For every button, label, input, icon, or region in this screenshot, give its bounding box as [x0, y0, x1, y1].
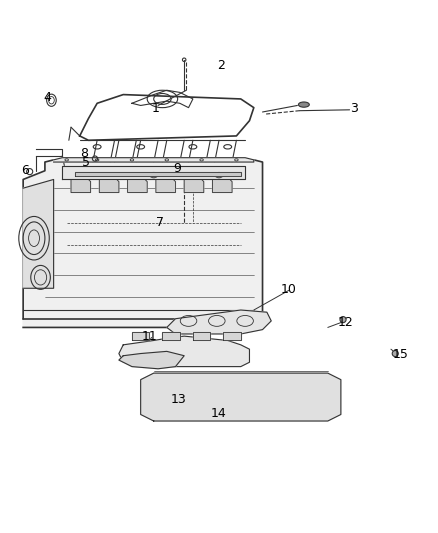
Text: 5: 5: [82, 156, 90, 168]
Polygon shape: [132, 332, 149, 341]
Polygon shape: [119, 351, 184, 369]
Text: 3: 3: [350, 102, 358, 116]
Polygon shape: [53, 158, 254, 162]
Text: 4: 4: [43, 91, 51, 104]
Polygon shape: [99, 180, 119, 192]
Ellipse shape: [392, 351, 398, 357]
Text: 7: 7: [156, 216, 164, 230]
Text: 12: 12: [337, 316, 353, 329]
Polygon shape: [23, 160, 262, 327]
Text: 15: 15: [393, 348, 409, 361]
Ellipse shape: [340, 317, 346, 322]
Text: 9: 9: [174, 161, 182, 175]
Polygon shape: [71, 180, 91, 192]
Text: 14: 14: [210, 407, 226, 420]
Polygon shape: [156, 180, 176, 192]
Text: 13: 13: [171, 393, 187, 406]
Text: 6: 6: [21, 164, 29, 177]
Polygon shape: [127, 180, 147, 192]
Polygon shape: [223, 332, 241, 341]
Polygon shape: [184, 180, 204, 192]
Polygon shape: [193, 332, 210, 341]
Polygon shape: [162, 332, 180, 341]
Polygon shape: [23, 180, 53, 288]
Polygon shape: [75, 173, 241, 176]
Text: 2: 2: [217, 59, 225, 72]
Text: 1: 1: [152, 102, 160, 116]
Polygon shape: [141, 373, 341, 421]
Polygon shape: [62, 166, 245, 180]
Ellipse shape: [298, 102, 309, 107]
Text: 10: 10: [281, 282, 297, 296]
Text: 8: 8: [80, 147, 88, 160]
Polygon shape: [167, 310, 271, 334]
Polygon shape: [212, 180, 232, 192]
Polygon shape: [119, 336, 250, 367]
Text: 11: 11: [141, 329, 157, 343]
